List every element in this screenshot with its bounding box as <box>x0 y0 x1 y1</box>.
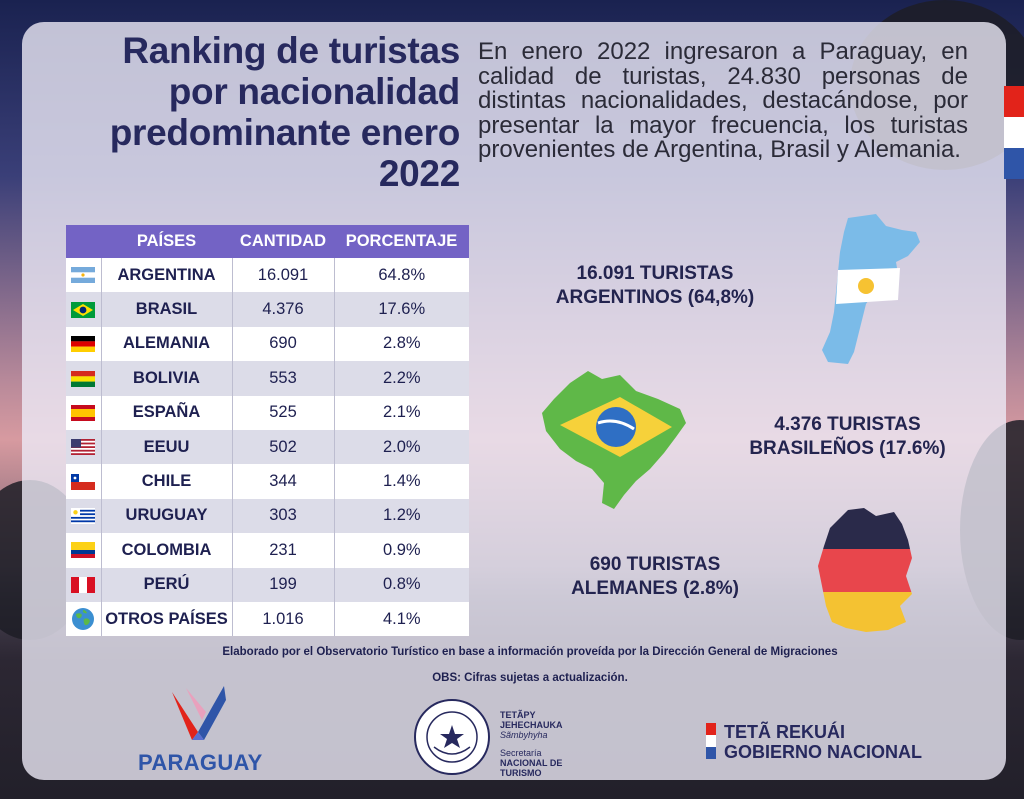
table-cell-flag <box>66 292 102 327</box>
gobierno-flag-bar-icon <box>706 723 716 759</box>
colombia-flag-icon <box>71 542 96 559</box>
table-cell-country: BRASIL <box>101 292 233 327</box>
brazil-flag-icon <box>71 301 96 318</box>
table-cell-percentage: 17.6% <box>334 292 469 327</box>
table-cell-quantity: 502 <box>232 429 335 465</box>
table-cell-flag <box>66 361 102 396</box>
ministry-line: Sãmbyhyha <box>500 730 548 740</box>
table-cell-quantity: 231 <box>232 533 335 568</box>
table-cell-country: ESPAÑA <box>101 395 233 430</box>
table-row: ALEMANIA 690 2.8% <box>66 326 469 362</box>
table-cell-country: CHILE <box>101 464 233 499</box>
republic-seal-icon <box>414 699 490 775</box>
table-row: BOLIVIA 553 2.2% <box>66 361 469 396</box>
table-cell-quantity: 16.091 <box>232 258 335 293</box>
table-cell-percentage: 4.1% <box>334 601 469 637</box>
callout-brasil: 4.376 TURISTAS BRASILEÑOS (17.6%) <box>749 414 946 459</box>
table-row: COLOMBIA 231 0.9% <box>66 533 469 568</box>
table-header-row: PAÍSES CANTIDAD PORCENTAJE <box>66 225 469 258</box>
table-cell-percentage: 2.1% <box>334 395 469 430</box>
table-cell-flag <box>66 567 102 602</box>
ministry-line: Secretaría <box>500 748 542 758</box>
table-row: BRASIL 4.376 17.6% <box>66 292 469 327</box>
gobierno-nacional-logo: TETÃ REKUÁI GOBIERNO NACIONAL <box>724 722 922 762</box>
gov-line-2: GOBIERNO NACIONAL <box>724 742 922 762</box>
germany-flag-icon <box>71 336 96 353</box>
table-header-flag <box>66 225 101 258</box>
table-row: ARGENTINA 16.091 64.8% <box>66 258 469 293</box>
table-cell-country: BOLIVIA <box>101 361 233 396</box>
table-cell-percentage: 0.9% <box>334 533 469 568</box>
table-cell-flag <box>66 258 102 293</box>
table-cell-percentage: 64.8% <box>334 258 469 293</box>
ministry-line: NACIONAL DE <box>500 758 563 768</box>
table-cell-percentage: 2.2% <box>334 361 469 396</box>
table-cell-country: EEUU <box>101 429 233 465</box>
table-row: CHILE 344 1.4% <box>66 464 469 499</box>
brazil-map-icon <box>542 371 686 509</box>
table-cell-flag <box>66 395 102 430</box>
table-row: ESPAÑA 525 2.1% <box>66 395 469 430</box>
usa-flag-icon <box>71 439 96 456</box>
table-row: EEUU 502 2.0% <box>66 429 469 465</box>
tourists-table: PAÍSES CANTIDAD PORCENTAJE ARGENTINA 16.0… <box>66 225 469 637</box>
table-cell-quantity: 199 <box>232 567 335 602</box>
table-cell-flag <box>66 533 102 568</box>
ministry-line: JEHECHAUKA <box>500 720 563 730</box>
table-cell-quantity: 344 <box>232 464 335 499</box>
source-note: Elaborado por el Observatorio Turístico … <box>222 646 838 658</box>
table-cell-flag <box>66 429 102 465</box>
table-cell-percentage: 2.8% <box>334 326 469 362</box>
table-cell-flag <box>66 464 102 499</box>
table-cell-percentage: 1.4% <box>334 464 469 499</box>
ministry-name: TETÃPY JEHECHAUKA Sãmbyhyha Secretaría N… <box>500 710 563 778</box>
table-cell-country: COLOMBIA <box>101 533 233 568</box>
page-title: Ranking de turistas por nacionalidad pre… <box>109 30 461 194</box>
spain-flag-icon <box>71 404 96 421</box>
table-cell-quantity: 690 <box>232 326 335 362</box>
table-row: URUGUAY 303 1.2% <box>66 498 469 534</box>
obs-note: OBS: Cifras sujetas a actualización. <box>432 672 628 684</box>
table-cell-percentage: 1.2% <box>334 498 469 534</box>
paraguay-brand-logo-icon <box>172 686 226 740</box>
ministry-line: TURISMO <box>500 768 542 778</box>
intro-paragraph: En enero 2022 ingresaron a Paraguay, en … <box>478 38 968 163</box>
gov-line-1: TETÃ REKUÁI <box>724 722 845 742</box>
table-cell-flag <box>66 498 102 534</box>
uruguay-flag-icon <box>71 508 96 525</box>
table-cell-quantity: 303 <box>232 498 335 534</box>
table-header-country: PAÍSES <box>101 225 232 258</box>
table-cell-percentage: 2.0% <box>334 429 469 465</box>
table-header-quantity: CANTIDAD <box>232 225 334 258</box>
table-cell-quantity: 525 <box>232 395 335 430</box>
table-header-percentage: PORCENTAJE <box>334 225 469 258</box>
callout-alemania: 690 TURISTAS ALEMANES (2.8%) <box>571 554 739 599</box>
table-cell-country: ARGENTINA <box>101 258 233 293</box>
chile-flag-icon <box>71 473 96 490</box>
globe-icon <box>71 607 95 631</box>
peru-flag-icon <box>71 576 96 593</box>
table-cell-quantity: 553 <box>232 361 335 396</box>
table-cell-flag <box>66 326 102 362</box>
argentina-map-icon <box>822 214 920 364</box>
ministry-line: TETÃPY <box>500 710 536 720</box>
table-cell-flag <box>66 601 102 637</box>
table-cell-percentage: 0.8% <box>334 567 469 602</box>
table-cell-country: PERÚ <box>101 567 233 602</box>
table-cell-quantity: 1.016 <box>232 601 335 637</box>
callout-argentina: 16.091 TURISTAS ARGENTINOS (64,8%) <box>555 263 755 308</box>
table-cell-country: ALEMANIA <box>101 326 233 362</box>
table-row: PERÚ 199 0.8% <box>66 567 469 602</box>
germany-map-icon <box>818 508 912 632</box>
argentina-flag-icon <box>71 267 96 284</box>
table-cell-country: OTROS PAÍSES <box>101 601 233 637</box>
table-row: OTROS PAÍSES 1.016 4.1% <box>66 601 469 637</box>
paraguay-flag-stripes <box>1004 86 1024 179</box>
bolivia-flag-icon <box>71 370 96 387</box>
table-cell-country: URUGUAY <box>101 498 233 534</box>
paraguay-brand-text: PARAGUAY <box>138 750 263 775</box>
table-cell-quantity: 4.376 <box>232 292 335 327</box>
